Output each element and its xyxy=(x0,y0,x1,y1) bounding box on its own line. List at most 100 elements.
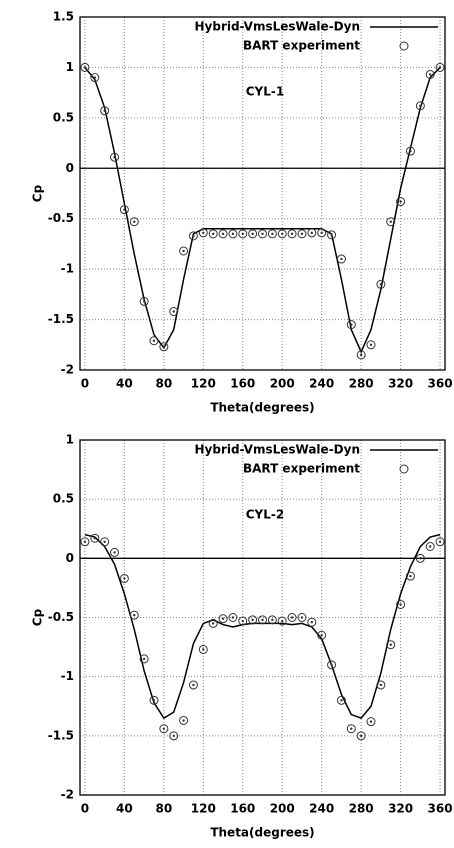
point-part xyxy=(287,229,297,239)
point-part xyxy=(192,234,195,238)
point-part xyxy=(113,551,116,554)
point-part xyxy=(409,149,412,153)
data-point xyxy=(297,613,307,622)
point-part xyxy=(80,62,90,72)
point-part xyxy=(267,229,277,239)
point-part xyxy=(139,296,149,306)
y-tick-label: 0.5 xyxy=(53,492,74,506)
point-part xyxy=(172,734,175,738)
point-part xyxy=(162,345,166,349)
point-part xyxy=(182,249,185,253)
point-part xyxy=(336,254,346,264)
x-tick-label: 80 xyxy=(155,377,172,391)
point-part xyxy=(376,279,386,289)
point-part xyxy=(169,307,179,317)
point-part xyxy=(139,654,149,664)
point-part xyxy=(405,146,415,156)
data-point xyxy=(179,715,189,725)
data-point xyxy=(435,537,445,547)
point-part xyxy=(297,613,307,622)
y-tick-label: 1 xyxy=(66,433,74,447)
y-tick-label: 0.5 xyxy=(53,110,74,124)
point-part xyxy=(379,283,383,286)
point-part xyxy=(271,232,274,236)
point-part xyxy=(119,205,129,215)
data-point xyxy=(336,695,346,705)
point-part xyxy=(218,614,228,624)
point-part xyxy=(152,699,156,702)
data-point xyxy=(258,229,267,239)
data-point xyxy=(129,610,139,620)
data-line xyxy=(84,66,441,354)
point-part xyxy=(192,683,195,687)
data-point xyxy=(435,62,445,72)
point-part xyxy=(202,231,205,235)
data-point xyxy=(366,340,376,350)
point-part xyxy=(429,545,432,548)
data-point xyxy=(198,644,208,654)
y-tick-label: 1.5 xyxy=(53,10,74,24)
point-part xyxy=(290,616,294,619)
y-tick-label: -1.5 xyxy=(48,728,74,742)
data-point xyxy=(327,230,337,240)
point-part xyxy=(248,229,258,239)
data-point xyxy=(425,542,435,551)
point-part xyxy=(198,644,208,654)
data-point xyxy=(376,680,386,690)
point-part xyxy=(152,339,156,342)
x-tick-label: 280 xyxy=(349,802,374,816)
point-part xyxy=(129,217,139,227)
point-part xyxy=(376,680,386,690)
point-part xyxy=(399,603,402,606)
point-part xyxy=(320,634,323,637)
point-part xyxy=(438,66,442,69)
point-part xyxy=(396,197,406,207)
legend-swatch xyxy=(399,464,409,474)
point-part xyxy=(188,680,198,690)
data-point xyxy=(356,350,366,360)
data-point xyxy=(277,229,287,239)
point-part xyxy=(327,230,337,240)
point-part xyxy=(396,599,406,609)
data-point xyxy=(188,680,198,690)
point-part xyxy=(179,246,189,256)
data-point xyxy=(228,229,238,239)
data-point xyxy=(287,229,297,239)
point-part xyxy=(251,618,254,622)
data-point xyxy=(356,731,366,741)
plot-frame xyxy=(79,16,446,371)
point-part xyxy=(369,720,373,723)
point-part xyxy=(188,231,198,241)
annotation: CYL-2 xyxy=(246,508,284,522)
point-part xyxy=(123,577,126,580)
data-point xyxy=(248,229,258,239)
point-part xyxy=(267,615,277,625)
data-point xyxy=(139,654,149,664)
y-tick-label: -1 xyxy=(61,669,74,683)
point-part xyxy=(346,320,356,330)
point-part xyxy=(389,643,392,646)
point-part xyxy=(405,571,415,581)
data-point xyxy=(267,615,277,625)
point-part xyxy=(386,640,396,650)
data-point xyxy=(110,547,120,557)
data-point xyxy=(80,537,90,547)
point-part xyxy=(251,232,254,236)
point-part xyxy=(415,553,425,563)
data-point xyxy=(415,101,425,111)
point-part xyxy=(238,229,248,239)
legend-label: Hybrid-VmsLesWale-Dyn xyxy=(194,20,360,34)
point-part xyxy=(425,69,435,79)
point-part xyxy=(330,233,333,237)
data-point xyxy=(169,307,179,317)
x-tick-label: 0 xyxy=(81,377,89,391)
point-part xyxy=(83,66,87,69)
point-part xyxy=(238,616,248,626)
point-part xyxy=(149,695,159,705)
data-point xyxy=(228,613,238,622)
point-part xyxy=(307,228,317,238)
data-point xyxy=(110,152,120,162)
data-point xyxy=(277,616,287,626)
point-part xyxy=(202,648,205,651)
